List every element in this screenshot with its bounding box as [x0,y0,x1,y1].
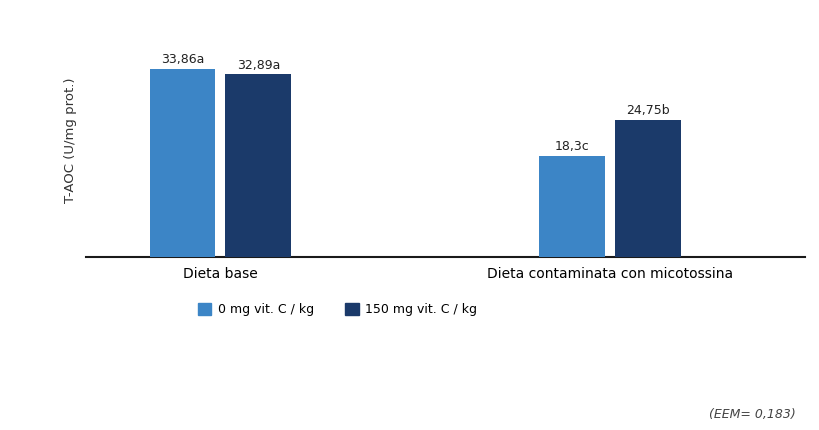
Bar [225,74,291,258]
Text: (EEM= 0,183): (EEM= 0,183) [708,408,794,421]
Text: 32,89a: 32,89a [237,58,280,71]
Bar [539,156,604,258]
Text: 24,75b: 24,75b [626,104,669,117]
Bar [614,120,681,258]
Text: 33,86a: 33,86a [161,53,204,66]
Y-axis label: T-AOC (U/mg prot.): T-AOC (U/mg prot.) [64,78,77,203]
Legend: 0 mg vit. C / kg, 150 mg vit. C / kg: 0 mg vit. C / kg, 150 mg vit. C / kg [192,298,482,321]
Text: 18,3c: 18,3c [554,140,589,153]
Bar [149,69,215,258]
